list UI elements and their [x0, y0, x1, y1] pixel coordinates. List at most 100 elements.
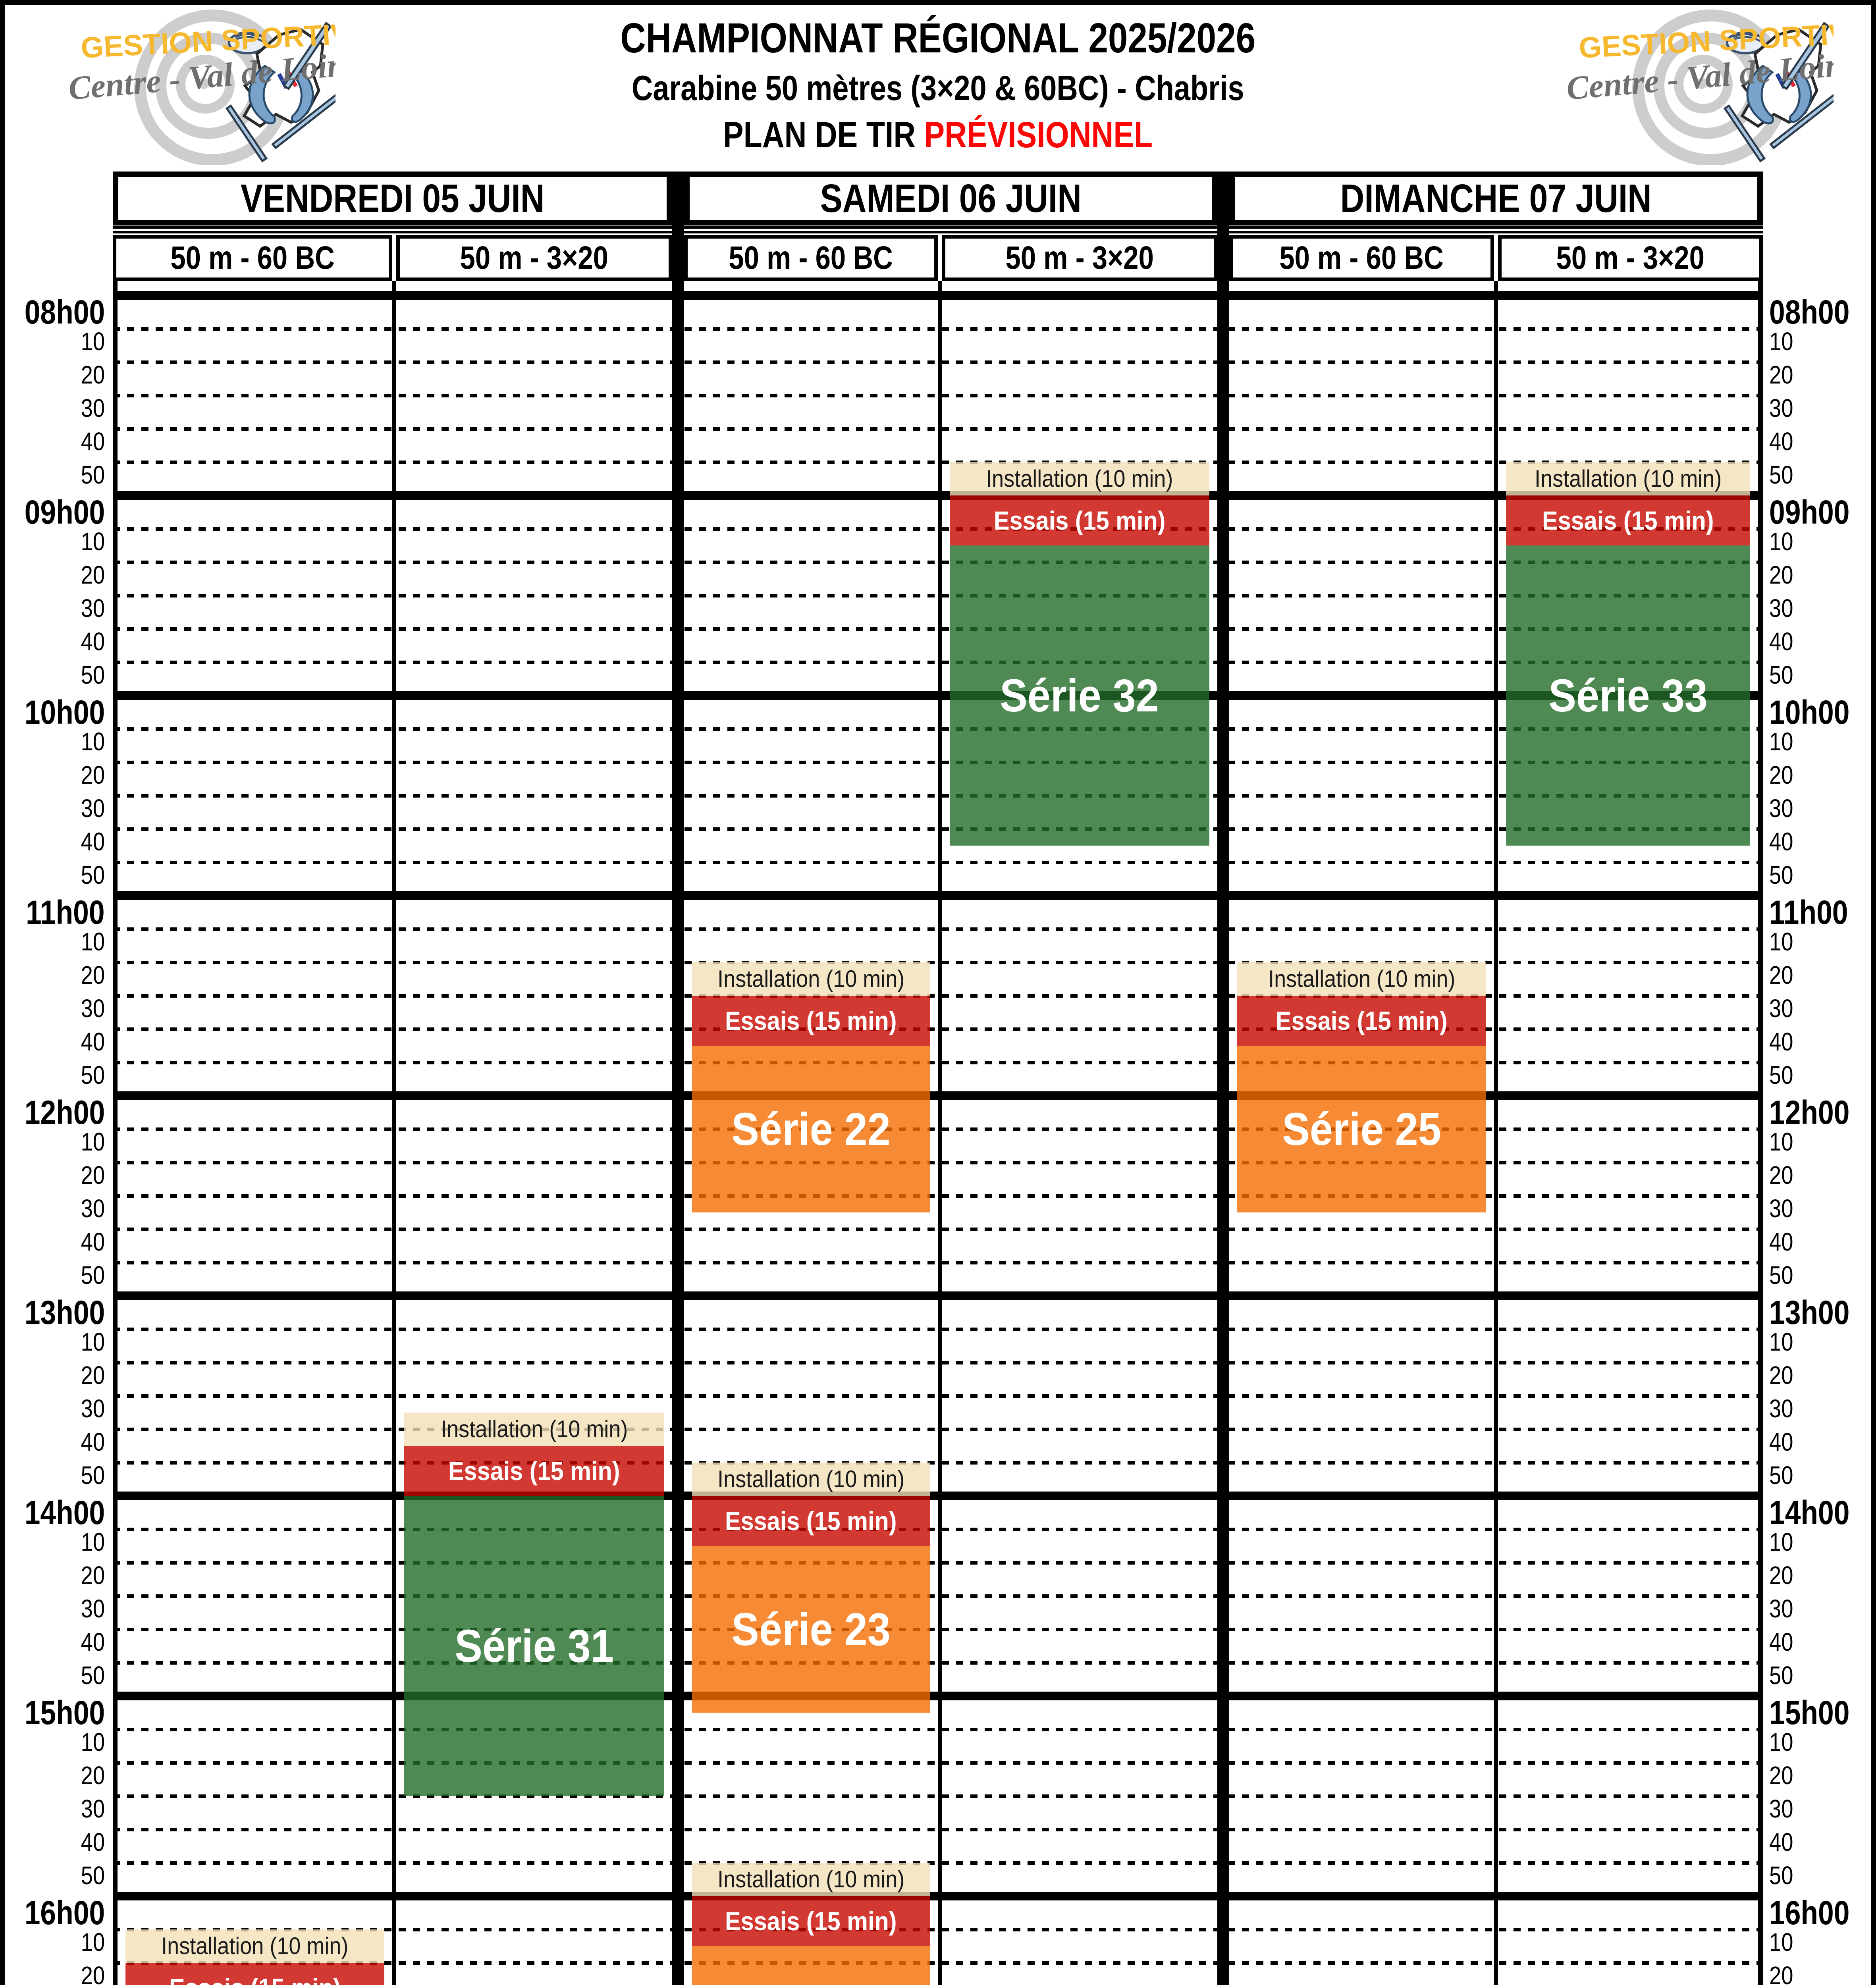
time-label-hour: 10h00 — [1769, 694, 1850, 731]
day-header-samedi: SAMEDI 06 JUIN — [684, 172, 1217, 225]
time-label-hour: 12h00 — [24, 1094, 105, 1131]
clay-pigeon-icon — [228, 31, 267, 54]
event-label: Essais (15 min) — [993, 506, 1166, 535]
event-label: Série 32 — [1000, 670, 1159, 721]
col-header-dimanche-3x20: 50 m - 3×20 — [1498, 235, 1763, 281]
time-label-minute: 30 — [1769, 1794, 1793, 1823]
time-label-hour: 11h00 — [26, 894, 105, 931]
col-header-label: 50 m - 3×20 — [1556, 240, 1705, 276]
time-label-minute: 30 — [81, 794, 105, 823]
time-label-minute: 30 — [81, 394, 105, 422]
col-header-vendredi-60bc: 50 m - 60 BC — [113, 235, 392, 281]
time-label-minute: 10 — [1769, 1728, 1793, 1756]
time-label-hour: 08h00 — [1769, 293, 1850, 331]
event-label: Installation (10 min) — [986, 465, 1173, 492]
time-label-minute: 50 — [81, 1261, 105, 1289]
event-label: Essais (15 min) — [448, 1456, 620, 1486]
time-label-minute: 10 — [81, 327, 105, 356]
event-installation-série-25: Installation (10 min) — [1237, 962, 1486, 996]
time-label-minute: 40 — [1769, 1628, 1793, 1656]
event-essais-série-25: Essais (15 min) — [1237, 996, 1486, 1046]
time-label-hour: 16h00 — [24, 1894, 105, 1931]
time-label-hour: 15h00 — [24, 1694, 105, 1731]
time-label-minute: 20 — [81, 561, 105, 589]
time-label-minute: 40 — [1769, 427, 1793, 456]
column-separator — [113, 281, 118, 1985]
time-label-hour: 08h00 — [24, 293, 105, 331]
event-serie-série-33: Série 33 — [1506, 545, 1750, 846]
time-label-minute: 50 — [1769, 861, 1793, 889]
gestion-sportive-logo-right: GESTION SPORTIVE Centre - Val de Loire — [1565, 10, 1834, 165]
time-label-minute: 40 — [81, 827, 105, 856]
event-essais-série-21: Essais (15 min) — [125, 1963, 384, 1985]
time-label-minute: 20 — [1769, 1561, 1793, 1590]
event-label: Série 25 — [1282, 1103, 1441, 1155]
time-label-minute: 30 — [1769, 994, 1793, 1023]
event-serie-série-22: Série 22 — [692, 1046, 930, 1212]
col-header-label: 50 m - 60 BC — [1279, 240, 1444, 276]
time-label-minute: 30 — [1769, 794, 1793, 823]
day-header-dimanche: DIMANCHE 07 JUIN — [1229, 172, 1763, 225]
time-label-minute: 10 — [1769, 527, 1793, 556]
time-label-minute: 10 — [81, 927, 105, 956]
event-essais-série-31: Essais (15 min) — [404, 1446, 664, 1496]
time-label-hour: 14h00 — [24, 1494, 105, 1531]
column-separator — [392, 281, 396, 1985]
event-label: Installation (10 min) — [717, 1466, 905, 1492]
time-label-minute: 10 — [81, 1528, 105, 1556]
time-label-minute: 40 — [81, 427, 105, 456]
time-label-minute: 20 — [1769, 1361, 1793, 1390]
time-label-minute: 10 — [1769, 1528, 1793, 1556]
time-label-minute: 40 — [81, 1428, 105, 1456]
time-label-minute: 40 — [1769, 627, 1793, 656]
time-label-minute: 20 — [81, 1761, 105, 1790]
event-installation-série-21: Installation (10 min) — [125, 1929, 384, 1963]
time-label-minute: 10 — [81, 727, 105, 756]
clay-pigeon-icon — [1726, 31, 1765, 54]
time-label-hour: 15h00 — [1769, 1694, 1850, 1731]
rifle-icon — [1723, 21, 1834, 163]
time-label-minute: 50 — [81, 1061, 105, 1089]
event-essais-série-24: Essais (15 min) — [692, 1896, 930, 1946]
time-label-minute: 40 — [81, 627, 105, 656]
gestion-sportive-logo-left: GESTION SPORTIVE Centre - Val de Loire — [67, 10, 335, 165]
time-label-minute: 30 — [1769, 1594, 1793, 1623]
time-label-minute: 10 — [81, 1928, 105, 1956]
time-label-minute: 50 — [1769, 1261, 1793, 1289]
time-label-minute: 20 — [1769, 1161, 1793, 1189]
event-label: Essais (15 min) — [725, 1906, 897, 1936]
col-header-label: 50 m - 3×20 — [460, 240, 609, 276]
event-label: Installation (10 min) — [440, 1416, 628, 1442]
time-label-minute: 20 — [1769, 561, 1793, 589]
time-label-minute: 20 — [81, 1161, 105, 1189]
header-divider — [113, 231, 1763, 233]
time-label-hour: 16h00 — [1769, 1894, 1850, 1931]
time-label-minute: 50 — [1769, 1661, 1793, 1690]
time-label-minute: 40 — [1769, 1027, 1793, 1056]
col-header-vendredi-3x20: 50 m - 3×20 — [396, 235, 672, 281]
plan-title: PLAN DE TIR PRÉVISIONNEL — [357, 112, 1519, 159]
time-label-minute: 50 — [81, 1661, 105, 1690]
time-label-minute: 30 — [1769, 1194, 1793, 1223]
time-label-minute: 30 — [1769, 594, 1793, 622]
time-label-minute: 50 — [81, 461, 105, 489]
time-label-minute: 10 — [1769, 927, 1793, 956]
time-label-minute: 30 — [81, 594, 105, 622]
time-label-minute: 50 — [81, 1461, 105, 1490]
time-label-hour: 11h00 — [1769, 894, 1848, 931]
time-label-minute: 50 — [81, 861, 105, 889]
col-header-samedi-60bc: 50 m - 60 BC — [684, 235, 938, 281]
event-serie-série-23: Série 23 — [692, 1546, 930, 1713]
col-header-dimanche-60bc: 50 m - 60 BC — [1229, 235, 1494, 281]
time-label-minute: 20 — [81, 360, 105, 389]
col-header-samedi-3x20: 50 m - 3×20 — [942, 235, 1217, 281]
event-essais-série-32: Essais (15 min) — [950, 495, 1209, 545]
event-label: Installation (10 min) — [161, 1933, 349, 1959]
time-label-minute: 50 — [1769, 461, 1793, 489]
plan-title-prefix: PLAN DE TIR — [723, 115, 925, 156]
day-header-label: VENDREDI 05 JUIN — [240, 176, 545, 221]
subtitle: Carabine 50 mètres (3×20 & 60BC) - Chabr… — [632, 68, 1244, 108]
time-label-hour: 14h00 — [1769, 1494, 1850, 1531]
